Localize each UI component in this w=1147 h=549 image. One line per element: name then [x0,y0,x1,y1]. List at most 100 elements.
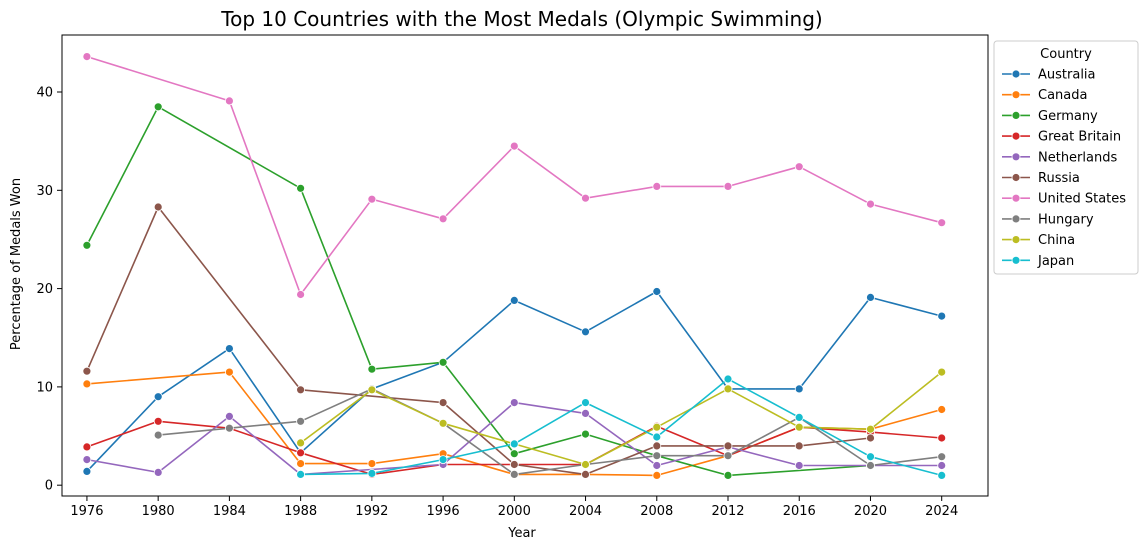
data-point-united-states [224,96,234,106]
data-point-united-states [296,290,306,299]
legend-label: Netherlands [1038,150,1117,165]
data-point-canada [296,459,306,469]
data-point-australia [866,292,875,302]
x-tick-label: 1976 [70,504,103,519]
data-point-united-states [652,181,662,191]
data-point-canada [652,470,662,480]
legend-item-great-britain: Great Britain [1002,130,1121,145]
legend-swatch-marker [1011,90,1021,100]
legend-swatch-marker [1011,69,1021,79]
y-axis-ticks: 0 10 20 30 40 [36,86,62,494]
series-united-states [82,52,947,299]
series-hungary [153,384,947,479]
legend-item-germany: Germany [1002,109,1098,124]
legend-swatch-marker [1011,235,1021,245]
data-point-russia [82,366,92,376]
legend-swatch-marker [1011,193,1021,203]
data-point-great-britain [937,433,947,443]
series-line-japan [300,378,942,477]
y-axis-label: Percentage of Medals Won [9,178,24,350]
data-point-hungary [866,461,875,470]
legend-label: Russia [1038,171,1080,186]
data-point-germany [82,240,92,250]
legend-item-united-states: United States [1002,192,1126,207]
series-line-germany [86,106,871,477]
x-tick-label: 2004 [569,504,602,519]
data-point-australia [581,327,590,337]
data-point-japan [794,412,804,422]
x-tick-label: 1992 [355,504,388,519]
data-point-netherlands [581,408,590,418]
data-point-germany [509,449,519,459]
chart-title: Top 10 Countries with the Most Medals (O… [220,7,822,31]
data-point-russia [438,398,448,408]
data-point-russia [794,441,804,451]
legend-item-netherlands: Netherlands [1002,150,1117,165]
series-line-china [300,371,943,466]
x-tick-label: 2012 [711,504,744,519]
data-point-china [581,460,590,469]
legend-label: Japan [1037,254,1074,269]
legend-label: Australia [1038,68,1096,83]
x-tick-label: 1984 [213,504,246,519]
data-point-netherlands [652,461,662,470]
data-point-japan [866,452,875,462]
x-tick-label: 2024 [925,504,958,519]
data-point-hungary [509,469,519,479]
data-point-australia [652,287,662,296]
data-point-germany [438,357,448,367]
series-line-united-states [86,55,942,296]
x-tick-label: 2008 [640,504,673,519]
legend-frame [993,40,1139,275]
data-point-canada [937,405,947,414]
legend-label: United States [1038,192,1126,207]
data-point-hungary [937,452,947,462]
x-tick-label: 2000 [498,504,531,519]
data-point-united-states [509,141,519,151]
data-point-canada [224,367,234,377]
x-tick-label: 1996 [427,504,460,519]
legend-swatch-marker [1011,152,1021,162]
legend-items: Australia Canada Germany Great Britain Nethe… [1002,68,1126,269]
legend-item-australia: Australia [1002,68,1096,83]
data-point-united-states [367,194,377,204]
data-point-russia [652,441,662,451]
data-point-hungary [723,451,733,461]
legend-label: Canada [1038,88,1087,103]
data-point-germany [153,102,163,112]
legend-swatch-marker [1011,131,1021,141]
legend-item-canada: Canada [1002,88,1087,103]
data-point-japan [509,439,519,449]
data-point-japan [937,470,947,480]
data-point-russia [581,469,590,479]
x-axis-ticks: 1976 1980 1984 1988 1992 1996 2000 2004 2008 2012… [70,496,958,519]
data-point-china [652,422,662,432]
data-point-china [794,422,804,432]
data-point-china [937,367,947,377]
data-point-germany [581,429,590,439]
x-tick-label: 2016 [783,504,816,519]
data-point-china [438,418,448,428]
data-point-australia [509,295,519,305]
data-point-japan [723,374,733,384]
legend-label: China [1038,233,1075,248]
legend-swatch-marker [1011,111,1021,120]
series-line-netherlands [86,401,942,476]
legend-label: Hungary [1038,212,1094,227]
data-point-canada [82,379,92,389]
data-point-netherlands [937,461,947,470]
data-point-united-states [723,181,733,191]
legend: Country Australia Canada Germany Great Brit… [993,40,1139,275]
data-point-united-states [937,218,947,228]
data-point-russia [296,385,306,395]
data-point-hungary [153,430,163,440]
data-point-netherlands [82,455,92,465]
data-point-germany [296,183,306,193]
data-point-russia [723,441,733,451]
data-point-japan [581,398,590,408]
x-tick-label: 1980 [142,504,175,519]
series-japan [296,374,947,480]
y-tick-label: 30 [36,184,53,199]
data-point-germany [367,364,377,374]
data-point-australia [82,466,92,476]
